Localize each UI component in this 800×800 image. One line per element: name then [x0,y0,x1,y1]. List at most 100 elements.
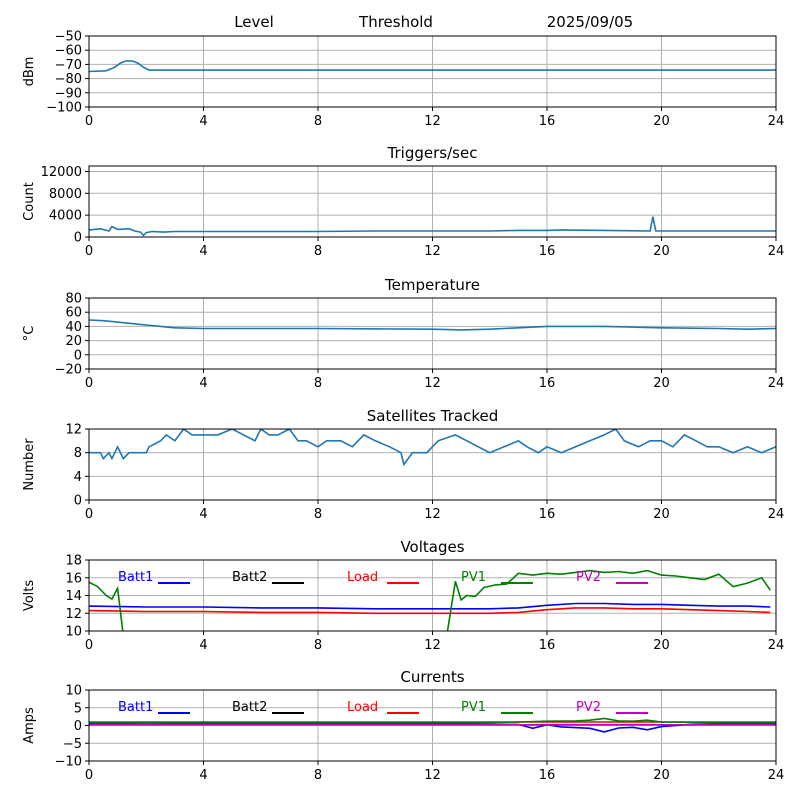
x-tick-label: 8 [314,768,322,783]
x-tick-label: 12 [424,507,441,522]
series-line-pv1 [89,569,771,631]
x-tick-label: 4 [199,507,207,522]
chart-panel-1: 0 4 8 12 16 20 24 0 4000 8000 12000 Triggers/sec Cou… [22,144,784,259]
y-tick-label: 8000 [49,187,82,202]
x-tick-label: 20 [653,114,670,129]
x-tick-label: 8 [314,507,322,522]
legend-label-batt1: Batt1 [118,700,153,715]
x-tick-label: 4 [199,768,207,783]
x-tick-label: 16 [539,638,556,653]
legend-label-batt2: Batt2 [232,570,267,585]
x-tick-label: 12 [424,638,441,653]
x-tick-label: 4 [199,244,207,259]
y-tick-label: −50 [55,30,82,45]
y-tick-label: 14 [65,589,82,604]
series-line-pv1 [89,717,776,724]
x-tick-label: 4 [199,114,207,129]
x-tick-label: 8 [314,114,322,129]
y-tick-label: −20 [55,363,82,378]
x-tick-label: 12 [424,768,441,783]
chart-title: Triggers/sec [387,144,478,162]
x-tick-label: 16 [539,114,556,129]
y-tick-label: 10 [65,625,82,640]
x-tick-label: 16 [539,376,556,391]
x-tick-label: 24 [768,638,785,653]
x-tick-label: 8 [314,244,322,259]
y-axis-label: Number [22,438,37,491]
x-tick-label: 24 [768,507,785,522]
y-tick-label: 12000 [41,165,82,180]
y-tick-label: 10 [65,684,82,699]
x-tick-label: 0 [85,244,93,259]
legend-label-pv2: PV2 [576,570,601,585]
header-level-label: Level [234,13,274,31]
x-tick-label: 20 [653,376,670,391]
x-tick-label: 4 [199,376,207,391]
legend-label-load: Load [347,700,378,715]
x-tick-label: 12 [424,244,441,259]
chart-title: Currents [400,668,464,686]
x-tick-label: 0 [85,376,93,391]
x-tick-label: 24 [768,376,785,391]
x-tick-label: 0 [85,638,93,653]
x-tick-label: 12 [424,114,441,129]
chart-panel-3: 0 4 8 12 16 20 24 0 4 8 12 Satellites Tracked Number [22,407,784,522]
y-axis-label: dBm [22,57,37,87]
y-tick-label: 40 [65,320,82,335]
y-tick-label: 16 [65,571,82,586]
y-tick-label: 4 [74,470,82,485]
y-axis-label: Amps [22,707,37,744]
chart-panel-5: 0 4 8 12 16 20 24 −10 −5 0 5 10 Currents Amps Batt1 Bat… [22,668,784,783]
x-tick-label: 24 [768,768,785,783]
x-tick-label: 8 [314,376,322,391]
chart-panel-0: 0 4 8 12 16 20 24 −100−90−80−70−60−50 dBm [22,30,784,130]
series-line-0 [89,216,776,237]
series-line-batt1 [89,602,771,610]
y-tick-label: 80 [65,292,82,307]
y-tick-label: −60 [55,44,82,59]
y-tick-label: −70 [55,58,82,73]
legend-label-pv2: PV2 [576,700,601,715]
y-tick-label: 0 [74,719,82,734]
x-tick-label: 4 [199,638,207,653]
chart-panel-4: 0 4 8 12 16 20 24 10 12 14 16 18 Voltages Volts Batt1 B… [22,538,784,653]
y-tick-label: 8 [74,446,82,461]
series-line-0 [89,60,776,73]
header-threshold-label: Threshold [358,13,433,31]
y-tick-label: 20 [65,334,82,349]
y-tick-label: −100 [46,101,82,116]
y-tick-label: 0 [74,348,82,363]
x-tick-label: 16 [539,507,556,522]
y-tick-label: 12 [65,423,82,438]
chart-title: Temperature [384,276,480,294]
y-axis-label: Volts [22,580,37,612]
header-date-label: 2025/09/05 [547,13,633,31]
x-tick-label: 16 [539,768,556,783]
x-tick-label: 0 [85,768,93,783]
y-tick-label: −80 [55,72,82,87]
y-axis-label: Count [22,182,37,221]
y-tick-label: −10 [55,755,82,770]
x-tick-label: 24 [768,114,785,129]
y-tick-label: −5 [63,737,82,752]
x-tick-label: 20 [653,244,670,259]
x-tick-label: 8 [314,638,322,653]
legend-label-batt2: Batt2 [232,700,267,715]
y-tick-label: 12 [65,607,82,622]
x-tick-label: 20 [653,638,670,653]
x-tick-label: 16 [539,244,556,259]
y-tick-label: 0 [74,494,82,509]
y-tick-label: 0 [74,231,82,246]
y-axis-label: °C [22,326,37,342]
series-line-0 [89,429,776,467]
chart-title: Voltages [400,538,464,556]
series-line-0 [89,319,776,331]
x-tick-label: 0 [85,507,93,522]
x-tick-label: 24 [768,244,785,259]
series-line-load [89,607,771,615]
legend-label-pv1: PV1 [461,570,486,585]
legend-label-load: Load [347,570,378,585]
